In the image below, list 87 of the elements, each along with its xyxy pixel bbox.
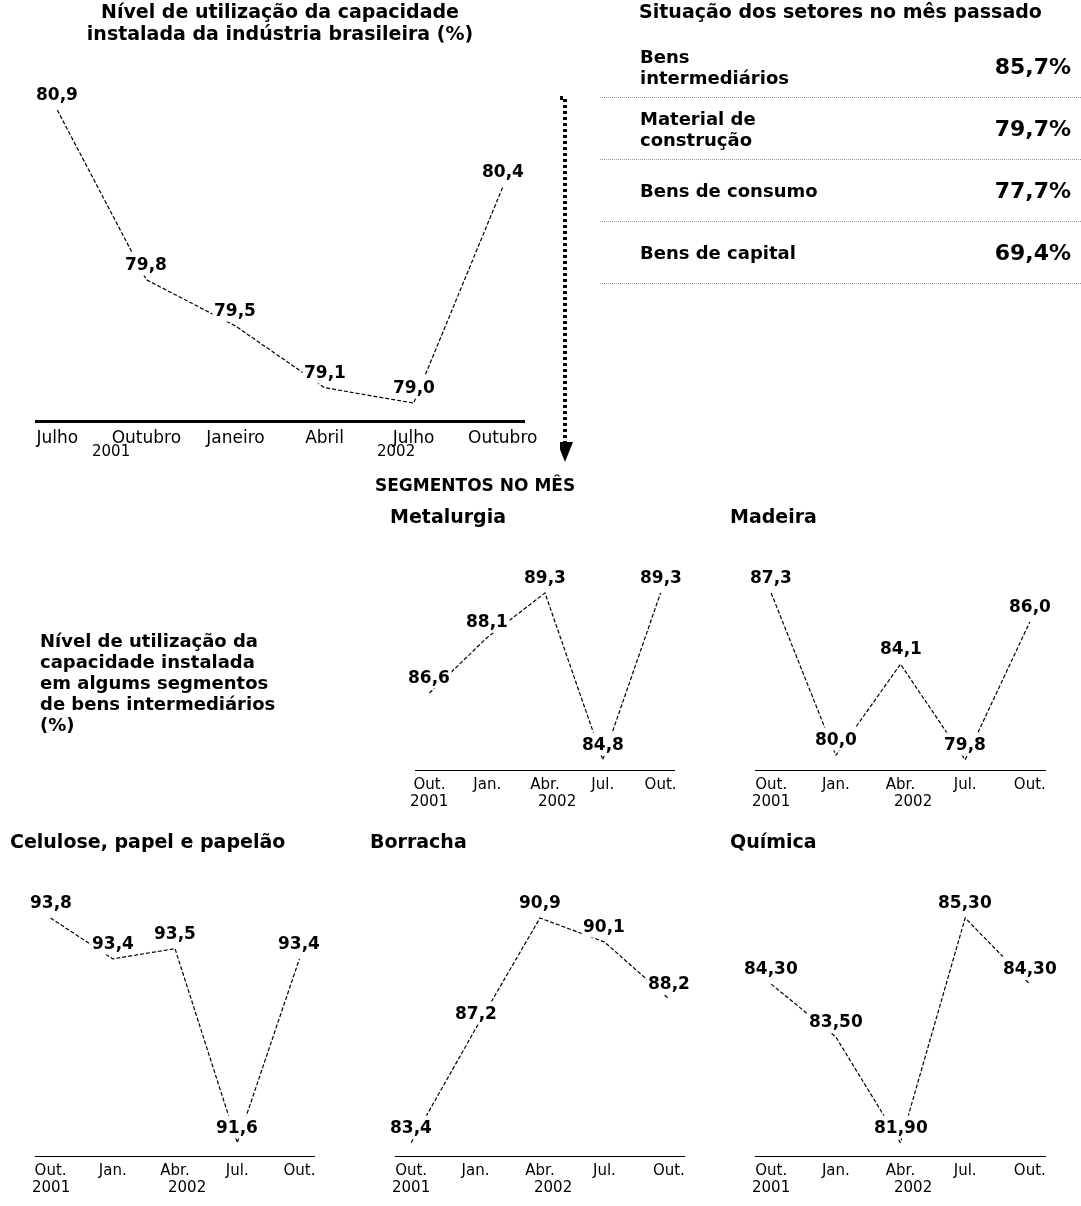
x-tick-label: Out. xyxy=(644,775,677,793)
data-label: 81,90 xyxy=(874,1117,928,1137)
text: 2002 xyxy=(168,1178,207,1196)
x-tick-label: Abr. xyxy=(885,775,916,793)
data-label: 83,4 xyxy=(390,1117,433,1137)
data-label: 90,1 xyxy=(583,916,625,936)
data-label: 80,0 xyxy=(815,729,858,749)
data-label: 79,8 xyxy=(125,254,167,274)
data-label: 90,9 xyxy=(519,892,561,912)
chart-title: Borracha xyxy=(369,830,468,852)
x-tick-label: Jan. xyxy=(97,1161,127,1179)
data-label: 77,7% xyxy=(994,178,1071,203)
data-label: 79,5 xyxy=(214,300,256,320)
data-label: 86,6 xyxy=(408,667,450,687)
x-tick-label: Jan. xyxy=(820,775,850,793)
x-tick-label: Out. xyxy=(413,775,446,793)
data-label: 84,30 xyxy=(1003,958,1057,978)
text: 2002 xyxy=(894,1178,933,1196)
data-label: 80,9 xyxy=(36,84,78,104)
data-label: 93,8 xyxy=(30,892,72,912)
data-label: 88,1 xyxy=(466,611,508,631)
x-tick-label: Jan. xyxy=(460,1161,490,1179)
text: 2001 xyxy=(32,1178,71,1196)
data-label: 79,7% xyxy=(994,116,1071,141)
data-label: 85,30 xyxy=(938,892,992,912)
data-label: 88,2 xyxy=(648,973,690,993)
text: 2001 xyxy=(410,792,449,810)
x-tick-label: Abr. xyxy=(525,1161,555,1179)
data-label: 79,8 xyxy=(944,734,986,754)
data-label: 93,4 xyxy=(278,933,321,953)
data-label: 79,0 xyxy=(393,377,436,397)
text: 2002 xyxy=(894,792,933,810)
text: 2001 xyxy=(752,1178,791,1196)
x-tick-label: Jan. xyxy=(820,1161,850,1179)
chart-title: Celulose, papel e papelão xyxy=(9,830,287,852)
x-tick-label: Out. xyxy=(395,1161,428,1179)
chart-title: Química xyxy=(729,830,818,852)
x-tick-label: Jan. xyxy=(472,775,502,793)
chart-title: Madeira xyxy=(729,505,818,527)
data-label: 93,5 xyxy=(154,923,196,943)
x-tick-label: Jul. xyxy=(592,1161,616,1179)
data-label: 89,3 xyxy=(524,567,566,587)
data-label: 80,4 xyxy=(482,161,525,181)
x-tick-label: Out. xyxy=(755,1161,788,1179)
data-label: 69,4% xyxy=(994,240,1071,265)
category-label: Bens de capital xyxy=(640,242,797,263)
x-tick-label: Outubro xyxy=(468,427,538,448)
data-label: 89,3 xyxy=(640,567,682,587)
text: 2002 xyxy=(534,1178,573,1196)
chart-title: Metalurgia xyxy=(389,505,508,527)
text: SEGMENTOS NO MÊS xyxy=(375,475,576,495)
text: 2001 xyxy=(392,1178,431,1196)
data-label: 86,0 xyxy=(1009,596,1052,616)
chart-title: Nível de utilização da capacidade instalada da indústria brasileira (%) xyxy=(85,0,475,44)
x-tick-label: Janeiro xyxy=(205,427,265,448)
data-label: 85,7% xyxy=(994,54,1071,79)
x-tick-label: Out. xyxy=(1013,775,1046,793)
data-label: 91,6 xyxy=(216,1117,258,1137)
x-tick-label: Out. xyxy=(652,1161,685,1179)
x-tick-label: Abr. xyxy=(530,775,560,793)
x-tick-label: Out. xyxy=(1013,1161,1046,1179)
x-tick-label: Out. xyxy=(34,1161,67,1179)
category-label: Bens intermediários xyxy=(640,45,790,88)
data-label: 84,1 xyxy=(880,638,922,658)
x-tick-label: Out. xyxy=(755,775,788,793)
category-label: Bens de consumo xyxy=(640,180,819,201)
x-tick-label: Abr. xyxy=(160,1161,190,1179)
data-label: 93,4 xyxy=(92,933,135,953)
x-tick-label: Jul. xyxy=(224,1161,249,1179)
text: 2001 xyxy=(752,792,791,810)
text: Nível de utilização da capacidade instalada em algums segmentos de bens intermediários (%) xyxy=(40,630,277,735)
category-label: Material de construção xyxy=(640,107,757,150)
x-tick-label: Jul. xyxy=(952,1161,977,1179)
data-label: 79,1 xyxy=(304,362,346,382)
x-tick-label: Abril xyxy=(305,427,344,448)
data-label: 87,2 xyxy=(455,1003,497,1023)
x-tick-label: Abr. xyxy=(885,1161,916,1179)
x-tick-label: Out. xyxy=(283,1161,316,1179)
data-label: 87,3 xyxy=(750,567,792,587)
data-label: 83,50 xyxy=(809,1011,863,1031)
x-tick-label: Jul. xyxy=(952,775,977,793)
data-label: 84,8 xyxy=(582,734,624,754)
data-label: 84,30 xyxy=(744,958,798,978)
x-tick-label: Julho xyxy=(35,427,79,448)
text: Situação dos setores no mês passado xyxy=(638,0,1043,22)
text: 2002 xyxy=(538,792,577,810)
x-tick-label: Jul. xyxy=(590,775,615,793)
